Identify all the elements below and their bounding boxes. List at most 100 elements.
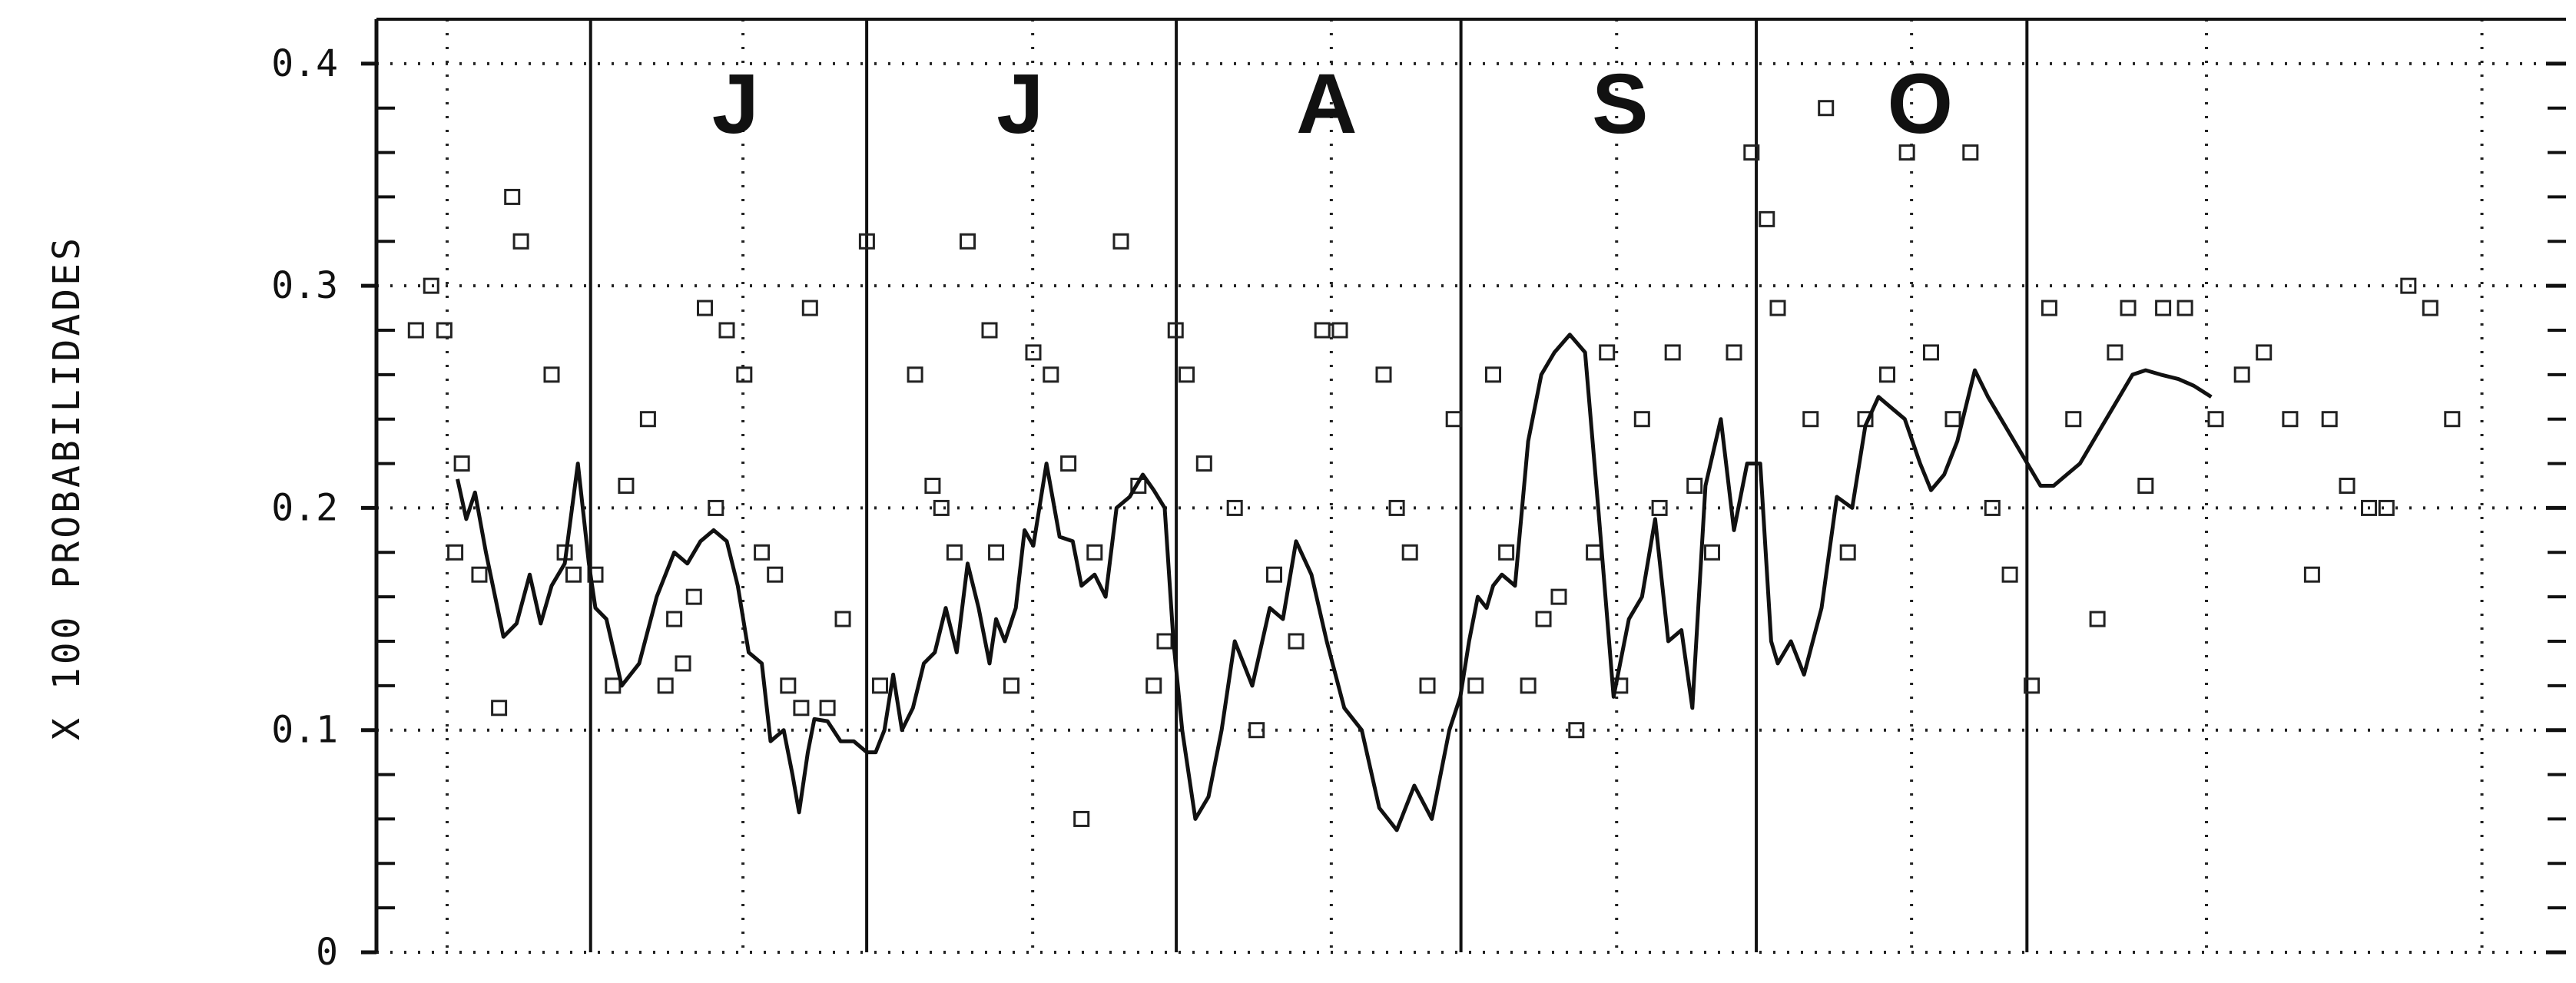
scatter-point [436, 322, 453, 339]
scatter-point [1726, 344, 1742, 361]
scatter-point [1686, 478, 1703, 494]
y-axis-label: X 100 PROBABILIDADES [45, 235, 88, 740]
scatter-point [907, 366, 923, 383]
scatter-point [1025, 344, 1042, 361]
scatter-point [697, 300, 713, 316]
scatter-point [834, 611, 851, 627]
scatter-point [1195, 455, 1212, 472]
plot-frame [361, 18, 2566, 955]
scatter-point [407, 322, 424, 339]
scatter-point [933, 499, 950, 516]
scatter-point [2321, 411, 2338, 428]
month-boundaries [588, 19, 2029, 952]
scatter-point [2065, 411, 2082, 428]
scatter-point [2024, 677, 2041, 694]
scatter-point [801, 300, 818, 316]
scatter-point [1651, 499, 1668, 516]
scatter-point [2137, 478, 2154, 494]
scatter-point [924, 478, 941, 494]
scatter-point [2256, 344, 2273, 361]
scatter-point [2001, 566, 2018, 583]
scatter-point [1167, 322, 1184, 339]
scatter-point [1743, 144, 1760, 161]
line-series [456, 333, 2213, 832]
scatter-point [1839, 544, 1856, 561]
scatter-point [1485, 366, 1501, 383]
scatter-point [587, 566, 604, 583]
y-tick-label: 0.1 [271, 709, 338, 752]
scatter-point [1145, 677, 1162, 694]
scatter-point [819, 700, 836, 717]
scatter-point [2303, 566, 2320, 583]
scatter-point [858, 233, 875, 250]
scatter-point [471, 566, 488, 583]
scatter-point [1520, 677, 1537, 694]
scatter-point [2041, 300, 2057, 316]
scatter-series [407, 100, 2461, 827]
scatter-point [639, 411, 656, 428]
scatter-point [1388, 499, 1405, 516]
scatter-point [504, 188, 521, 205]
scatter-point [1898, 144, 1915, 161]
scatter-point [1962, 144, 1979, 161]
scatter-point [1586, 544, 1603, 561]
scatter-point [981, 322, 998, 339]
scatter-point [2120, 300, 2137, 316]
scatter-point [1226, 499, 1243, 516]
scatter-point [1879, 366, 1895, 383]
scatter-point [1818, 100, 1835, 117]
month-label: O [1887, 57, 1953, 151]
scatter-point [708, 499, 724, 516]
scatter-point [685, 588, 702, 605]
scatter-point [1467, 677, 1484, 694]
scatter-point [988, 544, 1005, 561]
scatter-point [2207, 411, 2224, 428]
scatter-point [1266, 566, 1282, 583]
scatter-point [1419, 677, 1436, 694]
scatter-point [1498, 544, 1515, 561]
scatter-point [605, 677, 622, 694]
scatter-point [780, 677, 797, 694]
scatter-point [1633, 411, 1650, 428]
scatter-point [1984, 499, 2001, 516]
scatter-point [2177, 300, 2193, 316]
y-tick-label: 0.2 [271, 486, 338, 529]
scatter-point [960, 233, 976, 250]
scatter-point [1288, 633, 1305, 650]
scatter-point [453, 455, 470, 472]
scatter-point [1704, 544, 1720, 561]
scatter-point [2233, 366, 2250, 383]
scatter-point [675, 655, 691, 672]
scatter-point [872, 677, 888, 694]
scatter-point [1003, 677, 1019, 694]
grid [376, 19, 2566, 954]
scatter-point [1599, 344, 1616, 361]
scatter-point [1769, 300, 1786, 316]
y-tick-labels: 0 0.1 0.2 0.3 0.4 [271, 42, 338, 974]
scatter-point [1568, 722, 1585, 739]
y-tick-label: 0.3 [271, 264, 338, 307]
scatter-point [1802, 411, 1819, 428]
scatter-point [2339, 478, 2356, 494]
scatter-point [1664, 344, 1681, 361]
month-label: J [996, 57, 1043, 151]
scatter-point [1248, 722, 1265, 739]
scatter-point [2282, 411, 2299, 428]
scatter-point [543, 366, 560, 383]
scatter-point [1060, 455, 1077, 472]
y-tick-label: 0 [316, 931, 338, 974]
scatter-point [1535, 611, 1552, 627]
scatter-point [657, 677, 674, 694]
scatter-point [1944, 411, 1961, 428]
scatter-point [2107, 344, 2123, 361]
scatter-point [718, 322, 735, 339]
y-tick-label: 0.4 [271, 42, 338, 85]
month-label: J [712, 57, 759, 151]
scatter-point [2422, 300, 2438, 316]
scatter-point [2400, 277, 2417, 294]
scatter-point [1043, 366, 1059, 383]
scatter-point [946, 544, 963, 561]
scatter-point [1073, 810, 1090, 827]
scatter-point [2378, 499, 2395, 516]
